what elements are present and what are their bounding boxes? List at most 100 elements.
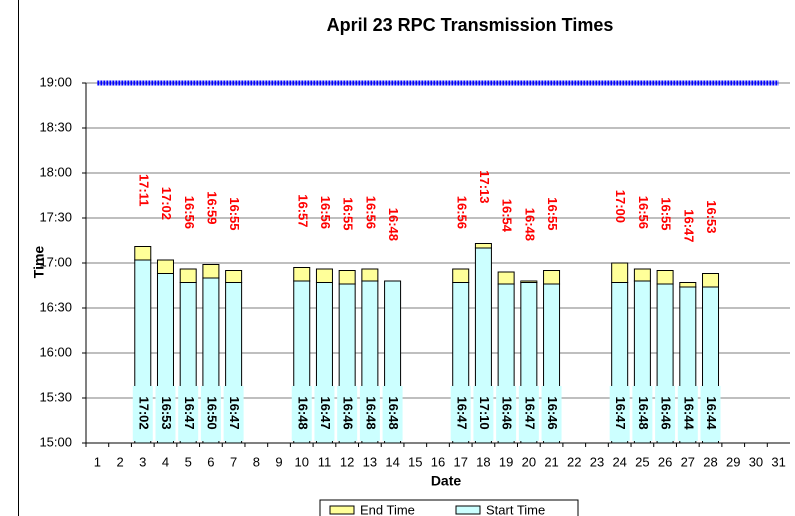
end-bar — [702, 273, 720, 288]
start-value-label: 16:47 — [522, 396, 537, 429]
end-bar — [474, 243, 492, 249]
end-value-label: 16:55 — [227, 197, 242, 230]
legend-label: End Time — [360, 502, 415, 516]
start-value-label: 16:46 — [341, 396, 356, 429]
y-tick-label: 18:30 — [39, 119, 72, 134]
x-tick-label: 8 — [253, 454, 260, 469]
legend-swatch — [329, 505, 355, 515]
y-tick-label: 18:00 — [39, 164, 72, 179]
x-tick-label: 30 — [749, 454, 763, 469]
start-label-bg — [178, 386, 199, 441]
end-value-label: 16:56 — [363, 196, 378, 229]
end-value-label: 16:55 — [341, 197, 356, 230]
start-value-label: 16:47 — [613, 396, 628, 429]
end-value-label: 16:56 — [182, 196, 197, 229]
start-label-bg — [132, 386, 153, 441]
end-bar — [656, 270, 674, 285]
end-value-label: 16:59 — [204, 191, 219, 224]
end-bar — [315, 268, 333, 283]
end-value-label: 16:47 — [681, 209, 696, 242]
x-tick-label: 25 — [635, 454, 649, 469]
end-bar — [361, 268, 379, 282]
x-tick-label: 19 — [499, 454, 513, 469]
x-tick-label: 5 — [185, 454, 192, 469]
chart-title: April 23 RPC Transmission Times — [327, 15, 614, 35]
x-tick-label: 26 — [658, 454, 672, 469]
legend-label: Start Time — [486, 502, 545, 516]
start-value-label: 16:47 — [182, 396, 197, 429]
end-value-label: 16:48 — [386, 208, 401, 241]
end-value-label: 17:13 — [477, 170, 492, 203]
end-bar — [543, 270, 561, 285]
start-label-bg — [700, 386, 721, 441]
end-value-label: 17:00 — [613, 190, 628, 223]
start-label-bg — [337, 386, 358, 441]
start-label-bg — [291, 386, 312, 441]
start-label-bg — [155, 386, 176, 441]
x-tick-label: 22 — [567, 454, 581, 469]
x-axis-title: Date — [431, 473, 462, 489]
start-value-label: 16:47 — [454, 396, 469, 429]
start-label-bg — [609, 386, 630, 441]
x-tick-label: 4 — [162, 454, 169, 469]
start-label-bg — [496, 386, 517, 441]
end-value-label: 16:55 — [545, 197, 560, 230]
end-value-label: 16:53 — [704, 200, 719, 233]
start-value-label: 17:10 — [477, 396, 492, 429]
end-value-label: 16:55 — [659, 197, 674, 230]
start-label-bg — [518, 386, 539, 441]
x-tick-label: 9 — [275, 454, 282, 469]
x-tick-label: 2 — [116, 454, 123, 469]
start-label-bg — [200, 386, 221, 441]
start-value-label: 16:47 — [318, 396, 333, 429]
x-tick-label: 27 — [681, 454, 695, 469]
x-tick-label: 3 — [139, 454, 146, 469]
start-label-bg — [632, 386, 653, 441]
end-value-label: 16:48 — [522, 208, 537, 241]
start-label-bg — [473, 386, 494, 441]
y-tick-label: 15:30 — [39, 389, 72, 404]
end-value-label: 17:02 — [159, 187, 174, 220]
y-axis-title: Time — [31, 246, 47, 279]
x-tick-label: 28 — [703, 454, 717, 469]
end-bar — [497, 271, 515, 285]
start-label-bg — [541, 386, 562, 441]
start-label-bg — [655, 386, 676, 441]
start-value-label: 16:48 — [295, 396, 310, 429]
end-bar — [633, 268, 651, 282]
end-bar — [134, 246, 152, 261]
x-tick-label: 18 — [476, 454, 490, 469]
end-value-label: 16:56 — [454, 196, 469, 229]
x-tick-label: 14 — [385, 454, 399, 469]
end-bar — [679, 282, 697, 288]
end-bar — [611, 262, 629, 283]
legend-swatch — [455, 505, 481, 515]
end-bar — [179, 268, 197, 283]
x-tick-label: 11 — [318, 454, 332, 469]
x-tick-label: 24 — [612, 454, 626, 469]
x-tick-label: 16 — [431, 454, 445, 469]
start-label-bg — [359, 386, 380, 441]
end-value-label: 16:54 — [500, 199, 515, 233]
start-value-label: 16:47 — [227, 396, 242, 429]
x-tick-label: 6 — [207, 454, 214, 469]
start-value-label: 16:46 — [659, 396, 674, 429]
start-value-label: 16:48 — [363, 396, 378, 429]
y-tick-label: 17:30 — [39, 209, 72, 224]
x-tick-label: 20 — [522, 454, 536, 469]
y-tick-label: 17:00 — [39, 254, 72, 269]
end-value-label: 17:11 — [136, 174, 151, 207]
end-bar — [452, 268, 470, 283]
end-bar — [520, 280, 538, 283]
start-value-label: 16:44 — [681, 396, 696, 430]
start-value-label: 16:53 — [159, 396, 174, 429]
x-tick-label: 13 — [363, 454, 377, 469]
x-tick-label: 29 — [726, 454, 740, 469]
y-tick-label: 15:00 — [39, 434, 72, 449]
start-value-label: 16:46 — [500, 396, 515, 429]
y-tick-label: 16:30 — [39, 299, 72, 314]
x-tick-label: 12 — [340, 454, 354, 469]
end-value-label: 16:56 — [318, 196, 333, 229]
